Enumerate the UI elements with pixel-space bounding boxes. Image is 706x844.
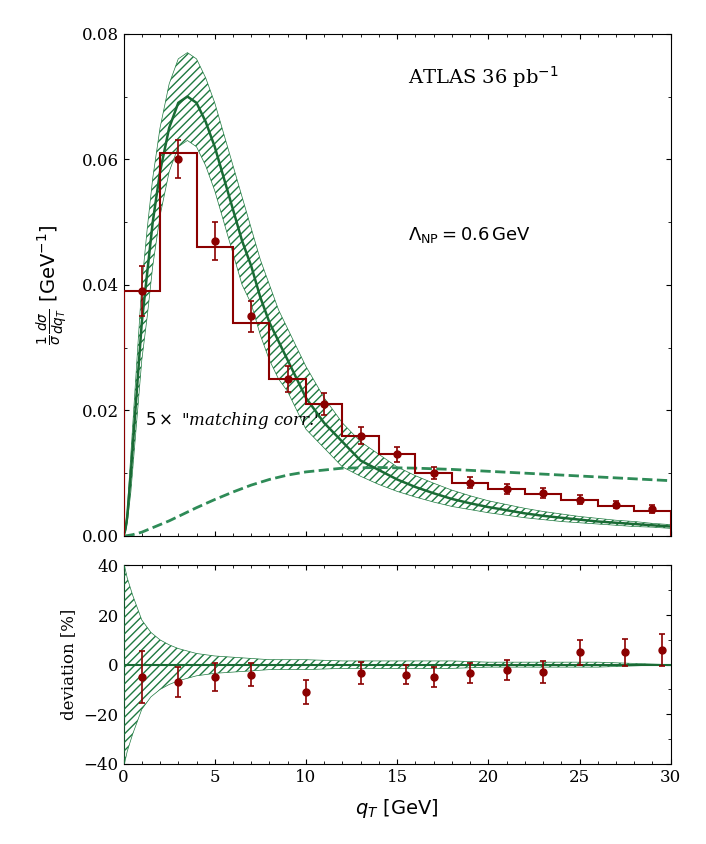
Text: ATLAS 36 pb$^{-1}$: ATLAS 36 pb$^{-1}$ bbox=[408, 64, 559, 89]
Y-axis label: deviation [%]: deviation [%] bbox=[59, 609, 77, 720]
Text: $\Lambda_{\rm NP}=0.6\,{\rm GeV}$: $\Lambda_{\rm NP}=0.6\,{\rm GeV}$ bbox=[408, 225, 531, 245]
Y-axis label: $\frac{1}{\sigma}\frac{d\sigma}{dq_T}\ [\mathrm{GeV}^{-1}]$: $\frac{1}{\sigma}\frac{d\sigma}{dq_T}\ [… bbox=[35, 225, 71, 345]
X-axis label: $q_T\ [\mathrm{GeV}]$: $q_T\ [\mathrm{GeV}]$ bbox=[355, 797, 439, 820]
Text: $5\times$ "matching corr.": $5\times$ "matching corr." bbox=[145, 410, 322, 431]
